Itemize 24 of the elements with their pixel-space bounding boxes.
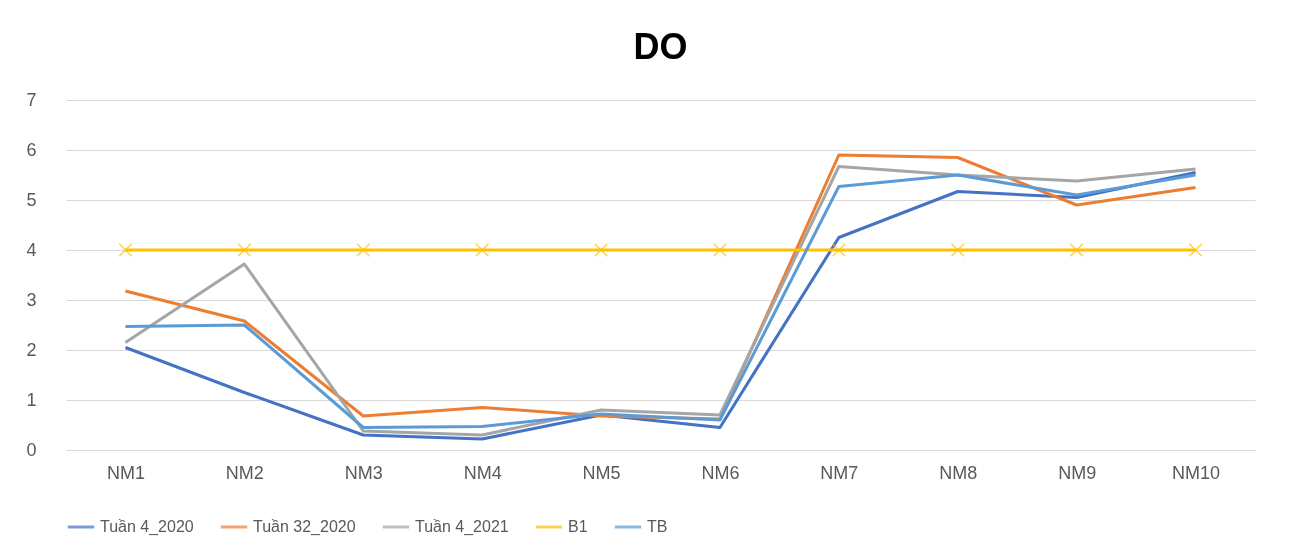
legend-label: Tuần 4_2021 bbox=[415, 518, 509, 536]
y-tick-label: 6 bbox=[26, 139, 37, 160]
x-tick-label: NM3 bbox=[344, 462, 383, 483]
legend-label: TB bbox=[647, 518, 668, 535]
x-tick-label: NM8 bbox=[939, 462, 978, 483]
y-tick-label: 4 bbox=[26, 239, 37, 260]
y-tick-label: 1 bbox=[26, 389, 37, 410]
y-tick-label: 5 bbox=[26, 189, 37, 210]
x-tick-label: NM2 bbox=[225, 462, 264, 483]
x-tick-label: NM10 bbox=[1172, 462, 1221, 483]
x-tick-label: NM6 bbox=[701, 462, 740, 483]
chart-title: DO bbox=[633, 26, 688, 67]
x-tick-label: NM9 bbox=[1058, 462, 1097, 483]
y-tick-label: 2 bbox=[26, 339, 37, 360]
x-tick-label: NM1 bbox=[106, 462, 145, 483]
x-tick-label: NM5 bbox=[582, 462, 621, 483]
legend-label: B1 bbox=[568, 518, 588, 535]
y-tick-label: 7 bbox=[26, 89, 37, 110]
legend-label: Tuần 4_2020 bbox=[100, 518, 194, 536]
legend-label: Tuần 32_2020 bbox=[253, 518, 356, 536]
y-tick-label: 3 bbox=[26, 289, 37, 310]
y-tick-label: 0 bbox=[26, 439, 37, 460]
x-tick-label: NM7 bbox=[820, 462, 859, 483]
x-tick-label: NM4 bbox=[463, 462, 502, 483]
